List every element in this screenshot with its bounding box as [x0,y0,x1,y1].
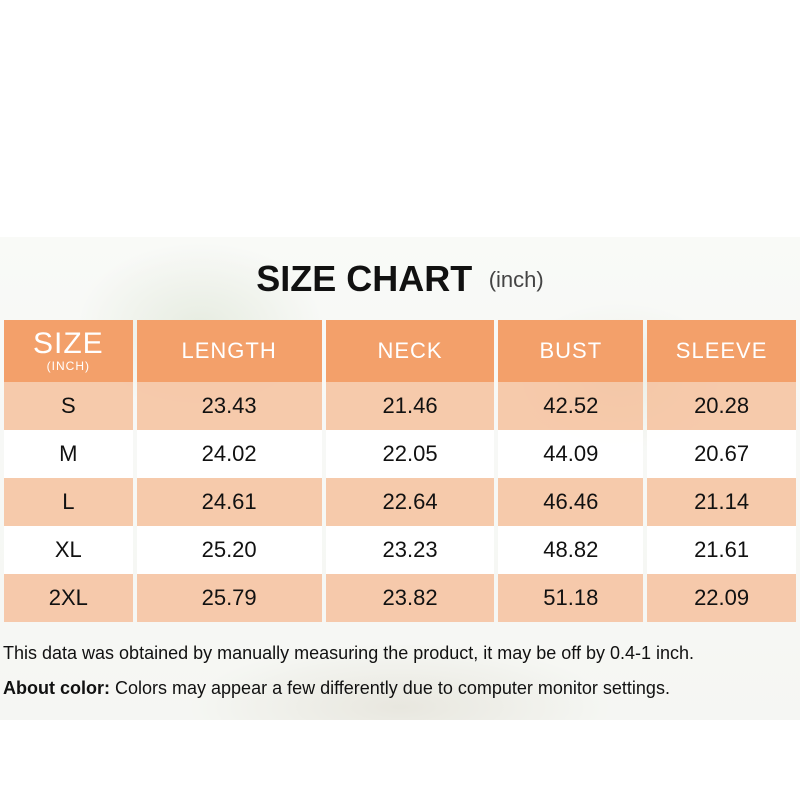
title-unit: (inch) [488,267,544,292]
header-size: SIZE (INCH) [4,320,133,382]
table-row: L 24.61 22.64 46.46 21.14 [4,478,796,526]
chart-title-block: SIZE CHART (inch) [0,258,800,300]
cell-bust: 46.46 [498,478,644,526]
color-note-text: Colors may appear a few differently due … [115,678,670,698]
table-row: XL 25.20 23.23 48.82 21.61 [4,526,796,574]
header-size-unit: (INCH) [46,359,90,373]
page-title: SIZE CHART [256,258,473,299]
cell-length: 25.79 [136,574,322,622]
row-size: XL [4,526,133,574]
cell-sleeve: 21.14 [647,478,796,526]
cell-length: 23.43 [136,382,322,430]
cell-length: 24.02 [136,430,322,478]
cell-neck: 22.05 [325,430,495,478]
size-table: SIZE (INCH) LENGTH NECK BUST SLEEVE S 23… [0,320,800,622]
cell-length: 25.20 [136,526,322,574]
cell-length: 24.61 [136,478,322,526]
cell-bust: 44.09 [498,430,644,478]
row-size: M [4,430,133,478]
color-note-label: About color: [3,678,110,698]
cell-sleeve: 20.28 [647,382,796,430]
cell-sleeve: 20.67 [647,430,796,478]
measurement-note: This data was obtained by manually measu… [3,643,695,663]
header-bust: BUST [498,320,644,382]
table-row: 2XL 25.79 23.82 51.18 22.09 [4,574,796,622]
header-length: LENGTH [136,320,322,382]
cell-bust: 51.18 [498,574,644,622]
cell-sleeve: 21.61 [647,526,796,574]
cell-neck: 21.46 [325,382,495,430]
header-size-label: SIZE [32,327,104,360]
color-note: About color: Colors may appear a few dif… [3,678,670,699]
cell-sleeve: 22.09 [647,574,796,622]
header-neck: NECK [325,320,495,382]
cell-neck: 23.23 [325,526,495,574]
cell-neck: 23.82 [325,574,495,622]
table-header-row: SIZE (INCH) LENGTH NECK BUST SLEEVE [4,320,796,382]
row-size: L [4,478,133,526]
header-sleeve: SLEEVE [647,320,796,382]
cell-bust: 42.52 [498,382,644,430]
row-size: 2XL [4,574,133,622]
cell-neck: 22.64 [325,478,495,526]
row-size: S [4,382,133,430]
table-row: S 23.43 21.46 42.52 20.28 [4,382,796,430]
cell-bust: 48.82 [498,526,644,574]
table-row: M 24.02 22.05 44.09 20.67 [4,430,796,478]
